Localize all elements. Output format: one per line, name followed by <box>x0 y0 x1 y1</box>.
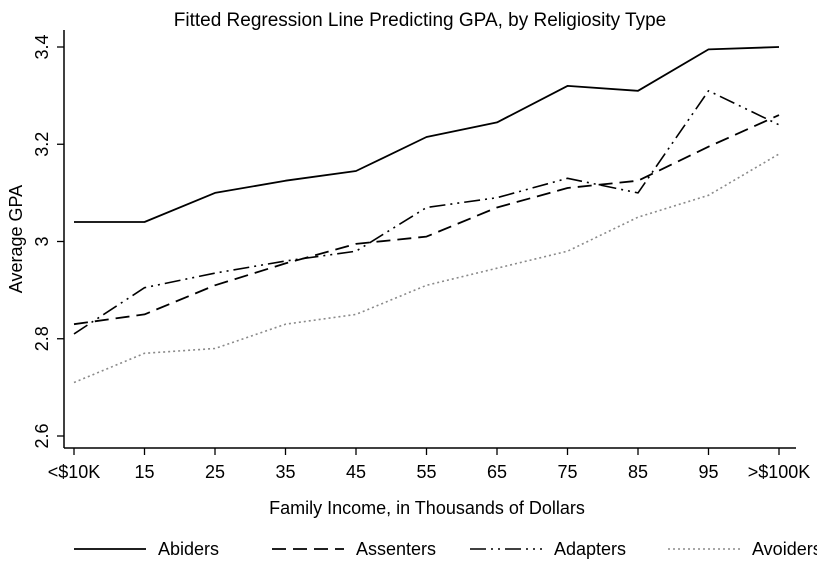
legend-label-abiders: Abiders <box>158 539 219 559</box>
y-tick-label: 3.2 <box>32 132 52 157</box>
chart-title: Fitted Regression Line Predicting GPA, b… <box>174 10 666 31</box>
x-tick-label: 95 <box>698 462 718 482</box>
x-tick-label: 55 <box>416 462 436 482</box>
series-line-avoiders <box>73 153 780 384</box>
y-tick-label: 2.8 <box>32 326 52 351</box>
legend-label-avoiders: Avoiders <box>752 539 817 559</box>
x-tick-label: <$10K <box>48 462 101 482</box>
x-tick-label: 85 <box>628 462 648 482</box>
y-tick-label: 3.4 <box>32 34 52 59</box>
x-tick-label: 65 <box>487 462 507 482</box>
series-line-adapters <box>73 90 780 335</box>
x-tick-label: 25 <box>205 462 225 482</box>
legend: Abiders Assenters Adapters Avoiders <box>74 539 817 559</box>
x-tick-label: 75 <box>557 462 577 482</box>
series-line-abiders <box>74 46 780 223</box>
x-tick-label: 45 <box>346 462 366 482</box>
legend-label-assenters: Assenters <box>356 539 436 559</box>
y-ticks: 2.6 2.8 3 3.2 3.4 <box>32 34 64 449</box>
y-tick-label: 2.6 <box>32 423 52 448</box>
x-ticks: <$10K 15 25 35 45 55 65 75 85 95 >$100K <box>48 448 811 482</box>
series-line-assenters <box>73 114 780 326</box>
series-lines <box>73 46 780 384</box>
x-tick-label: 35 <box>275 462 295 482</box>
x-tick-label: >$100K <box>748 462 811 482</box>
x-tick-label: 15 <box>134 462 154 482</box>
x-axis-label: Family Income, in Thousands of Dollars <box>269 498 585 518</box>
y-axis-label: Average GPA <box>6 185 26 293</box>
legend-label-adapters: Adapters <box>554 539 626 559</box>
y-tick-label: 3 <box>32 236 52 246</box>
